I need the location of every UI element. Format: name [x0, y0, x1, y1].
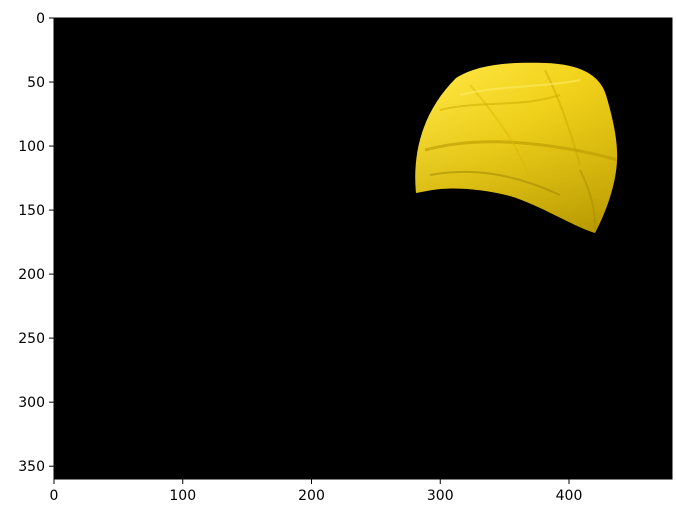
y-tick-label: 250 [18, 331, 45, 347]
y-tick-label: 150 [18, 203, 45, 219]
x-tick-label: 0 [50, 488, 59, 504]
y-tick-label: 350 [18, 459, 45, 475]
y-tick-label: 200 [18, 267, 45, 283]
yellow-cap-object [415, 62, 618, 233]
x-tick-label: 300 [427, 488, 454, 504]
y-tick-label: 100 [18, 139, 45, 155]
x-axis: 0 100 200 300 400 [50, 479, 583, 504]
x-tick-label: 100 [169, 488, 196, 504]
y-axis: 0 50 100 150 200 250 300 350 [18, 11, 54, 475]
y-tick-label: 0 [36, 11, 45, 27]
y-tick-label: 50 [27, 75, 45, 91]
y-tick-label: 300 [18, 395, 45, 411]
x-tick-label: 400 [556, 488, 583, 504]
axes-frame [53, 17, 673, 480]
x-tick-label: 200 [298, 488, 325, 504]
